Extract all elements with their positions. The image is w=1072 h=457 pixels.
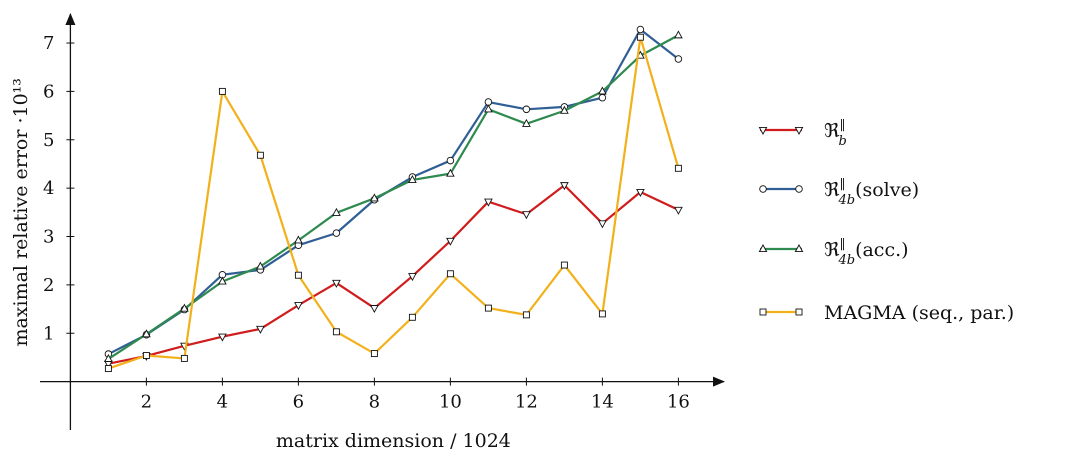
series-layer bbox=[104, 25, 683, 373]
data-point bbox=[636, 188, 645, 197]
data-point bbox=[294, 302, 303, 311]
data-point bbox=[598, 310, 606, 318]
legend-label: ℜ‖ b bbox=[824, 117, 847, 149]
data-point bbox=[256, 261, 265, 270]
y-axis-title: maximal relative error ·10¹³ bbox=[10, 78, 32, 346]
series-line bbox=[108, 184, 679, 365]
data-point bbox=[446, 156, 455, 165]
data-point bbox=[522, 311, 530, 319]
data-point bbox=[446, 237, 455, 246]
data-point bbox=[370, 305, 379, 314]
data-point bbox=[560, 182, 569, 191]
data-point bbox=[484, 98, 493, 106]
data-point bbox=[104, 353, 113, 362]
series-0 bbox=[104, 182, 683, 369]
legend-marker bbox=[758, 126, 768, 135]
legend-label: ℜ‖ 4b(acc.) bbox=[824, 236, 909, 268]
data-point bbox=[180, 303, 189, 312]
data-point bbox=[484, 198, 493, 207]
data-point bbox=[332, 279, 341, 288]
legend-label: MAGMA (seq., par.) bbox=[824, 302, 1014, 324]
data-point bbox=[218, 87, 226, 95]
series-3 bbox=[104, 33, 682, 373]
x-tick-label: 2 bbox=[141, 392, 152, 413]
data-point bbox=[408, 174, 417, 183]
data-point bbox=[256, 151, 264, 159]
y-tick-label: 7 bbox=[43, 33, 54, 54]
data-point bbox=[674, 55, 683, 63]
axes-layer bbox=[40, 13, 725, 430]
series-line bbox=[108, 36, 680, 370]
data-point bbox=[636, 25, 645, 34]
data-point bbox=[332, 229, 341, 237]
data-point bbox=[560, 261, 568, 269]
data-point bbox=[560, 105, 569, 114]
y-tick-label: 1 bbox=[43, 323, 54, 344]
data-point bbox=[522, 211, 531, 220]
data-point bbox=[370, 350, 378, 358]
data-point bbox=[522, 105, 531, 114]
legend-marker bbox=[794, 126, 804, 135]
data-point bbox=[408, 313, 416, 321]
data-point bbox=[142, 329, 151, 338]
x-tick-label: 4 bbox=[217, 392, 228, 413]
y-tick-label: 3 bbox=[43, 227, 54, 248]
data-point bbox=[598, 93, 607, 102]
y-tick-label: 5 bbox=[43, 130, 54, 151]
x-axis-title: matrix dimension / 1024 bbox=[276, 430, 511, 452]
legend-item: ℜ‖ 4b(solve) bbox=[759, 176, 919, 208]
x-tick-label: 8 bbox=[369, 392, 380, 413]
x-tick-label: 16 bbox=[667, 392, 690, 413]
series-line bbox=[107, 28, 680, 356]
data-point bbox=[446, 270, 454, 278]
legend-label: ℜ‖ 4b(solve) bbox=[824, 176, 919, 208]
legend-item: ℜ‖ 4b(acc.) bbox=[758, 236, 909, 268]
data-point bbox=[332, 328, 340, 336]
x-tick-label: 10 bbox=[439, 392, 462, 413]
data-point bbox=[522, 118, 531, 127]
legend-item: MAGMA (seq., par.) bbox=[759, 302, 1014, 324]
data-point bbox=[446, 168, 455, 177]
data-point bbox=[294, 271, 302, 279]
data-point bbox=[256, 325, 265, 334]
legend-marker bbox=[759, 185, 767, 193]
legend-marker bbox=[759, 308, 767, 316]
legend-marker bbox=[758, 244, 768, 253]
y-tick-label: 2 bbox=[43, 275, 54, 296]
data-point bbox=[180, 354, 188, 362]
data-point bbox=[218, 276, 227, 285]
data-point bbox=[370, 193, 379, 202]
data-point bbox=[598, 220, 607, 229]
data-point bbox=[674, 164, 682, 172]
x-tick-label: 6 bbox=[293, 392, 304, 413]
x-tick-label: 14 bbox=[591, 392, 614, 413]
y-tick-label: 4 bbox=[43, 178, 54, 199]
y-tick-label: 6 bbox=[43, 81, 54, 102]
x-tick-label: 12 bbox=[515, 392, 538, 413]
data-point bbox=[674, 206, 683, 215]
data-point bbox=[636, 33, 644, 41]
data-point bbox=[104, 365, 112, 373]
data-point bbox=[598, 86, 607, 95]
data-point bbox=[674, 30, 683, 39]
legend: ℜ‖ b ℜ‖ 4b(solve) ℜ‖ 4b(acc.) MAGMA (seq., par… bbox=[758, 117, 1014, 324]
data-point bbox=[484, 304, 492, 312]
data-point bbox=[218, 333, 227, 342]
series-line bbox=[107, 34, 679, 360]
legend-item: ℜ‖ b bbox=[758, 117, 847, 149]
data-point bbox=[142, 352, 150, 359]
data-point bbox=[408, 273, 417, 282]
data-point bbox=[294, 235, 303, 244]
legend-marker bbox=[795, 185, 803, 193]
data-point bbox=[332, 207, 341, 216]
legend-marker bbox=[794, 244, 804, 253]
legend-marker bbox=[795, 308, 803, 316]
data-point bbox=[484, 104, 493, 113]
